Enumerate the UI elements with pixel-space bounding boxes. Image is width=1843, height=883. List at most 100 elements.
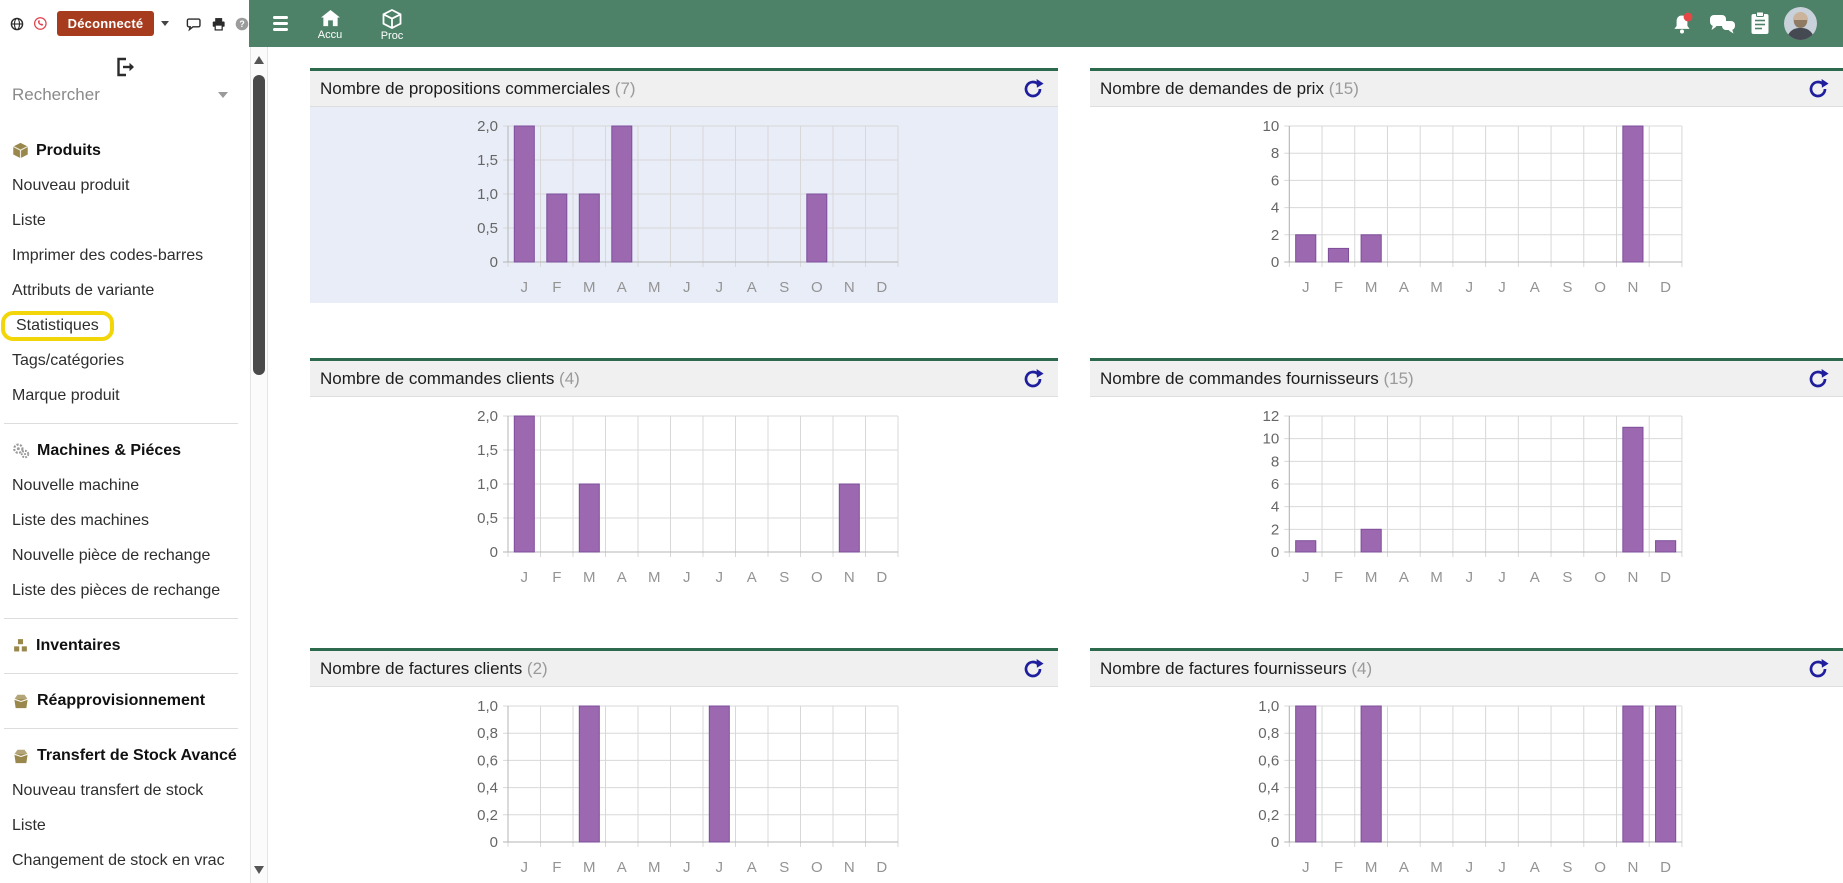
- messages-icon[interactable]: [1709, 12, 1736, 36]
- logout-icon[interactable]: [114, 57, 136, 77]
- menu-section-inventaires[interactable]: Inventaires: [0, 628, 250, 663]
- menu-toggle-icon[interactable]: [273, 16, 288, 31]
- svg-text:A: A: [617, 279, 627, 296]
- clipboard-icon[interactable]: [1750, 11, 1770, 36]
- refresh-icon[interactable]: [1022, 658, 1044, 680]
- menu-divider: [0, 718, 250, 738]
- chart-card-nombre-de-commandes-fournisseurs: Nombre de commandes fournisseurs (15) 12…: [1090, 358, 1843, 596]
- svg-text:S: S: [779, 569, 789, 586]
- menu-item-liste-des-pi-ces-de-rechange[interactable]: Liste des pièces de rechange: [12, 581, 221, 599]
- svg-text:0: 0: [1271, 544, 1279, 561]
- chart-card-header: Nombre de factures fournisseurs (4): [1090, 648, 1843, 687]
- refresh-icon[interactable]: [1022, 368, 1044, 390]
- svg-text:O: O: [1594, 279, 1606, 296]
- main-content: Nombre de propositions commerciales (7) …: [268, 47, 1843, 883]
- status-badge[interactable]: Déconnecté: [56, 11, 155, 36]
- svg-text:M: M: [1365, 279, 1378, 296]
- scrollbar-thumb[interactable]: [253, 75, 265, 375]
- svg-text:1,0: 1,0: [477, 476, 498, 493]
- svg-text:O: O: [1594, 859, 1606, 876]
- svg-text:J: J: [521, 859, 529, 876]
- annotation-highlight: Statistiques: [1, 310, 114, 341]
- bar-chart: 1,0 0,8 0,6 0,4 0,2 0 J F M A M J J A S O N D: [1258, 698, 1683, 876]
- bar-chart: 12 10 8 6 4 2 0 J F M A M J J A S O N D: [1262, 408, 1683, 586]
- box-icon: [12, 693, 30, 709]
- refresh-icon[interactable]: [1022, 78, 1044, 100]
- nav-products[interactable]: Proc: [372, 6, 412, 42]
- menu-item-statistiques[interactable]: Statistiques: [0, 308, 250, 343]
- svg-text:J: J: [716, 279, 724, 296]
- menu-item-nouvelle-machine[interactable]: Nouvelle machine: [12, 476, 140, 494]
- chart-plot-area: 1,0 0,8 0,6 0,4 0,2 0 J F M A M J J A S O N D: [310, 687, 1058, 883]
- menu-item-nouveau-produit[interactable]: Nouveau produit: [12, 176, 130, 194]
- svg-text:S: S: [1562, 569, 1572, 586]
- menu-section-produits[interactable]: Produits: [0, 133, 250, 168]
- help-icon[interactable]: ?: [235, 14, 249, 34]
- menu-section-label: Réapprovisionnement: [37, 691, 206, 709]
- menu-item-imprimer-des-codes-barres[interactable]: Imprimer des codes-barres: [12, 246, 204, 264]
- chart-count: (2): [526, 658, 548, 678]
- chart-title: Nombre de commandes fournisseurs (15): [1100, 368, 1414, 388]
- svg-text:M: M: [648, 859, 661, 876]
- svg-text:A: A: [1530, 859, 1540, 876]
- menu-item-marque-produit[interactable]: Marque produit: [12, 386, 120, 404]
- menu-item-attributs-de-variante[interactable]: Attributs de variante: [12, 281, 155, 299]
- menu-section-label: Inventaires: [36, 636, 121, 654]
- refresh-icon[interactable]: [1807, 658, 1829, 680]
- svg-text:D: D: [1660, 569, 1671, 586]
- refresh-icon[interactable]: [1807, 368, 1829, 390]
- menu-item-liste-des-machines[interactable]: Liste des machines: [12, 511, 149, 529]
- chart-title: Nombre de factures fournisseurs (4): [1100, 658, 1373, 678]
- svg-text:0: 0: [1271, 834, 1279, 851]
- whatsapp-icon[interactable]: [33, 13, 48, 34]
- menu-item-tags-cat-gories[interactable]: Tags/catégories: [12, 351, 125, 369]
- menu-item-nouveau-transfert-de-stock[interactable]: Nouveau transfert de stock: [12, 781, 204, 799]
- menu-item-liste[interactable]: Liste: [12, 816, 46, 834]
- charts-grid: Nombre de propositions commerciales (7) …: [268, 47, 1843, 883]
- menu-item-nouvelle-pi-ce-de-rechange[interactable]: Nouvelle pièce de rechange: [12, 546, 211, 564]
- svg-text:J: J: [1466, 859, 1474, 876]
- menu-section-machines-pi-ces[interactable]: Machines & Piéces: [0, 433, 250, 468]
- sidebar-scrollbar[interactable]: [250, 47, 268, 883]
- svg-text:D: D: [1660, 859, 1671, 876]
- nav-home[interactable]: Accu: [310, 6, 350, 41]
- scroll-down-icon[interactable]: [254, 866, 264, 874]
- navbar-right: [1669, 7, 1843, 40]
- svg-text:F: F: [552, 279, 561, 296]
- svg-text:A: A: [617, 569, 627, 586]
- chevron-down-icon[interactable]: [161, 21, 170, 26]
- chart-title: Nombre de propositions commerciales (7): [320, 78, 636, 98]
- notifications-bell-icon[interactable]: [1669, 11, 1695, 37]
- menu-section-transfert-de-stock-avanc[interactable]: Transfert de Stock Avancé: [0, 738, 250, 773]
- menu-section-r-approvisionnement[interactable]: Réapprovisionnement: [0, 683, 250, 718]
- menu-divider: [0, 413, 250, 433]
- svg-text:0,6: 0,6: [477, 752, 498, 769]
- svg-text:6: 6: [1271, 476, 1279, 493]
- svg-text:?: ?: [239, 19, 244, 29]
- menu-item-liste[interactable]: Liste: [12, 211, 46, 229]
- svg-text:M: M: [583, 279, 596, 296]
- refresh-icon[interactable]: [1807, 78, 1829, 100]
- svg-text:0,2: 0,2: [477, 807, 498, 824]
- svg-text:J: J: [1302, 569, 1310, 586]
- globe-icon[interactable]: [10, 14, 24, 34]
- chart-card-nombre-de-factures-fournisseurs: Nombre de factures fournisseurs (4) 1,0 0…: [1090, 648, 1843, 883]
- user-avatar[interactable]: [1784, 7, 1817, 40]
- svg-text:J: J: [1466, 279, 1474, 296]
- svg-text:F: F: [1334, 569, 1343, 586]
- chart-card-nombre-de-factures-clients: Nombre de factures clients (2) 1,0 0,8 0,6…: [310, 648, 1058, 883]
- menu-item-changement-de-stock-en-vrac[interactable]: Changement de stock en vrac: [12, 851, 225, 869]
- chat-icon[interactable]: [186, 13, 201, 35]
- svg-text:2,0: 2,0: [477, 118, 498, 135]
- chart-card-nombre-de-propositions-commerciales: Nombre de propositions commerciales (7) …: [310, 68, 1058, 306]
- svg-text:1,0: 1,0: [477, 698, 498, 715]
- svg-text:0: 0: [490, 544, 498, 561]
- svg-text:A: A: [747, 569, 757, 586]
- svg-text:D: D: [876, 279, 887, 296]
- scroll-up-icon[interactable]: [254, 56, 264, 64]
- bar-chart: 2,0 1,5 1,0 0,5 0 J F M A M J J A S O N D: [477, 408, 899, 586]
- printer-icon[interactable]: [211, 13, 226, 35]
- nav-home-label: Accu: [317, 29, 343, 41]
- search-input[interactable]: Rechercher: [12, 85, 228, 105]
- svg-text:M: M: [1365, 569, 1378, 586]
